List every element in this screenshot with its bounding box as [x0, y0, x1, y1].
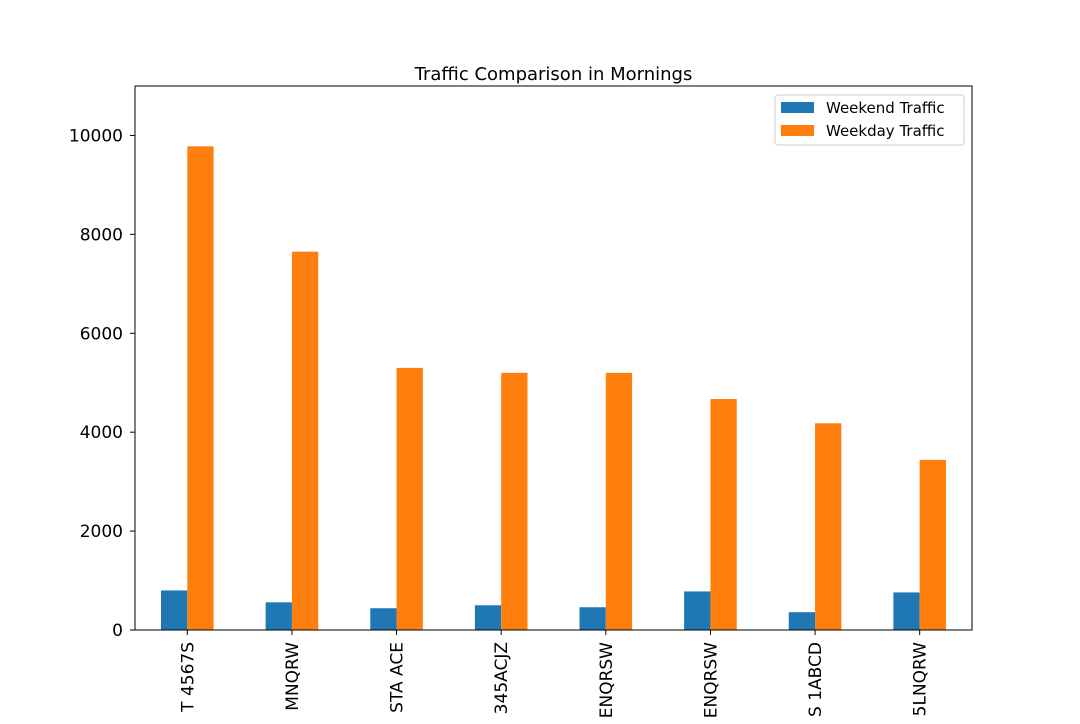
weekend-traffic-bar — [788, 612, 816, 630]
x-tick-label: STA ACE — [388, 642, 408, 713]
legend-swatch — [781, 125, 814, 136]
plot-area — [161, 146, 946, 631]
weekend-traffic-bar — [474, 605, 502, 630]
weekend-traffic-bar — [265, 602, 292, 630]
weekday-traffic-bar — [187, 146, 214, 631]
x-tick-label: ENQRSW — [701, 642, 721, 718]
legend-label: Weekday Traffic — [826, 122, 945, 140]
x-tick-label: S 1ABCD — [806, 642, 826, 717]
y-tick-label: 6000 — [80, 324, 123, 344]
y-tick-label: 2000 — [80, 522, 123, 542]
y-tick-label: 0 — [112, 621, 123, 641]
x-tick-label: 5LNQRW — [911, 642, 931, 717]
weekend-traffic-bar — [370, 608, 397, 630]
y-axis: 0 2000 4000 6000 8000 10000 — [69, 126, 135, 641]
x-tick-label: MNQRW — [283, 642, 303, 711]
weekday-traffic-bar — [815, 423, 842, 630]
weekday-traffic-bar — [710, 399, 737, 630]
weekday-traffic-bar — [501, 372, 528, 630]
x-tick-label: T 4567S — [178, 642, 198, 713]
x-tick-label: ENQRSW — [597, 642, 617, 718]
weekday-traffic-bar — [605, 372, 633, 630]
y-tick-label: 10000 — [69, 126, 123, 146]
legend-box — [774, 94, 965, 146]
legend-label: Weekend Traffic — [826, 99, 945, 117]
weekday-traffic-bar — [396, 367, 423, 630]
weekday-traffic-bar — [291, 251, 319, 630]
weekend-traffic-bar — [684, 591, 711, 630]
weekend-traffic-bar — [579, 607, 606, 630]
weekend-traffic-bar — [893, 592, 920, 630]
legend: Weekend Traffic Weekday Traffic — [774, 94, 965, 146]
chart-title: Traffic Comparison in Mornings — [414, 64, 693, 85]
weekend-traffic-bar — [161, 590, 188, 630]
x-axis: T 4567S MNQRW STA ACE 345ACJZ ENQRSW ENQRSW S … — [178, 630, 931, 718]
weekday-traffic-bar — [919, 459, 946, 630]
y-tick-label: 8000 — [80, 225, 123, 245]
y-tick-label: 4000 — [80, 423, 123, 443]
legend-swatch — [781, 102, 814, 113]
x-tick-label: 345ACJZ — [492, 642, 512, 714]
axes-frame — [134, 85, 973, 631]
